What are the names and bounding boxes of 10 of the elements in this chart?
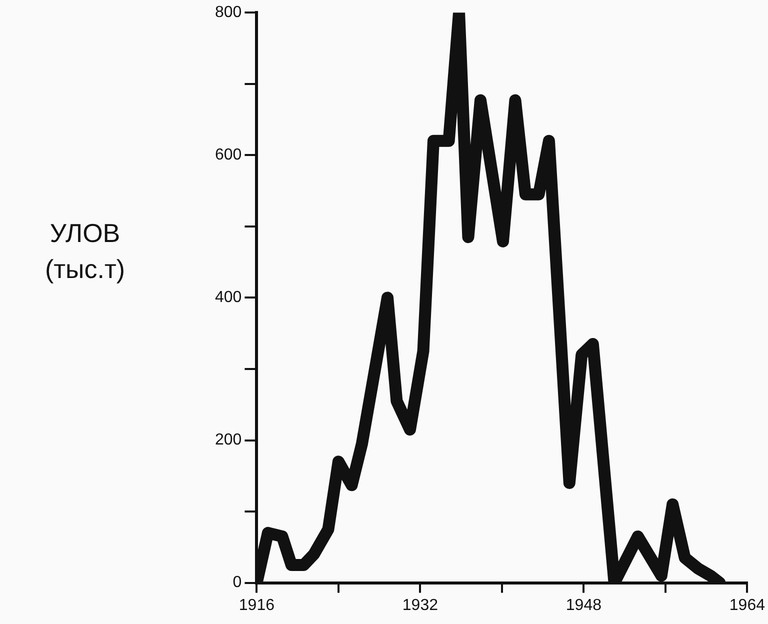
y-tick-label: 800: [214, 4, 242, 22]
x-tick-label: 1964: [729, 596, 766, 614]
y-tick-label: 200: [214, 432, 242, 449]
x-tick-label: 1948: [566, 596, 602, 614]
x-tick-label: 1932: [402, 596, 438, 614]
y-tick-label: 600: [214, 146, 242, 164]
y-axis-title: УЛОВ (тыс.т): [44, 217, 126, 286]
y-tick-label: 0: [232, 574, 242, 592]
y-tick-label: 400: [214, 289, 242, 306]
x-tick-label: 1916: [238, 596, 275, 614]
